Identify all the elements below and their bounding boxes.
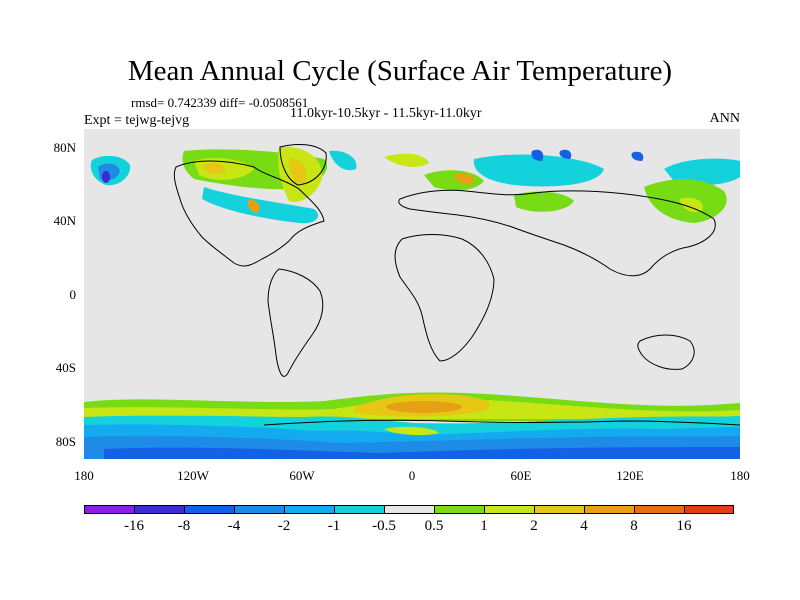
period-label: 11.0kyr-10.5kyr - 11.5kyr-11.0kyr (290, 106, 482, 121)
colorbar-label: 1 (480, 518, 488, 534)
colorbar-cell (534, 505, 584, 514)
experiment-label: Expt = tejwg-tejvg (84, 113, 190, 128)
lon-label-60w: 60W (289, 468, 315, 483)
colorbar-label: -8 (177, 518, 191, 534)
map-panel (84, 129, 740, 459)
colorbar-cell (284, 505, 334, 514)
lon-label-180e: 180 (730, 468, 750, 483)
season-label: ANN (709, 111, 740, 126)
colorbar-cell (684, 505, 734, 514)
colorbar-label: 0.5 (424, 518, 444, 534)
coastlines (173, 144, 740, 426)
southern-ocean-warming-band (84, 392, 740, 421)
antarctic-cooling-band (84, 415, 740, 459)
colorbar-label: -1 (327, 518, 341, 534)
colorbar-cell (384, 505, 434, 514)
map-svg (84, 129, 740, 459)
lon-label-180w: 180 (74, 468, 94, 483)
colorbar-cell (434, 505, 484, 514)
colorbar-label: 8 (630, 518, 638, 534)
lat-label-40n: 40N (53, 213, 76, 228)
lon-label-0: 0 (408, 468, 416, 483)
colorbar-label: -0.5 (372, 518, 396, 534)
colorbar-cell (84, 505, 134, 514)
colorbar-label: -4 (227, 518, 241, 534)
colorbar-cell (484, 505, 534, 514)
eurasia-warming (424, 149, 740, 212)
lon-label-60e: 60E (510, 468, 532, 483)
lat-label-80n: 80N (53, 140, 76, 155)
east-asia-warming (644, 179, 727, 223)
plot-title: Mean Annual Cycle (Surface Air Temperatu… (127, 55, 673, 87)
stats-text: rmsd= 0.742339 diff= -0.0508561 (131, 95, 309, 110)
colorbar-cell (634, 505, 684, 514)
colorbar-label: 4 (580, 518, 588, 534)
lat-label-eq: 0 (69, 287, 77, 302)
colorbar-cell (334, 505, 384, 514)
colorbar-cell (234, 505, 284, 514)
colorbar-cell (134, 505, 184, 514)
colorbar-label: -16 (124, 518, 144, 534)
lon-label-120e: 120E (616, 468, 644, 483)
lon-label-120w: 120W (177, 468, 209, 483)
colorbar-label: 2 (530, 518, 538, 534)
colorbar (84, 505, 734, 514)
lat-label-40s: 40S (55, 360, 76, 375)
colorbar-cell (184, 505, 234, 514)
colorbar-label: 16 (676, 518, 692, 534)
colorbar-label: -2 (277, 518, 291, 534)
lat-label-80s: 80S (55, 434, 76, 449)
colorbar-cell (584, 505, 634, 514)
